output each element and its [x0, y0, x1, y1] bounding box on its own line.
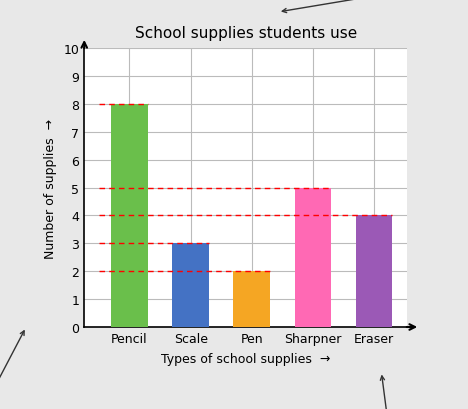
X-axis label: Types of school supplies  →: Types of school supplies →: [161, 352, 330, 365]
Bar: [356, 216, 393, 327]
Text: Labels of categories
to tell what each
bar stands for: Labels of categories to tell what each b…: [343, 376, 448, 409]
Bar: [234, 272, 270, 327]
Title: School supplies students use: School supplies students use: [135, 26, 357, 41]
Text: Title of the bar graph: Title of the bar graph: [282, 0, 468, 13]
Y-axis label: Number of supplies  →: Number of supplies →: [44, 118, 57, 258]
Bar: [295, 188, 331, 327]
Text: Scale- numbers
to show
how many: Scale- numbers to show how many: [0, 331, 24, 409]
Bar: [111, 105, 148, 327]
Bar: [172, 244, 209, 327]
